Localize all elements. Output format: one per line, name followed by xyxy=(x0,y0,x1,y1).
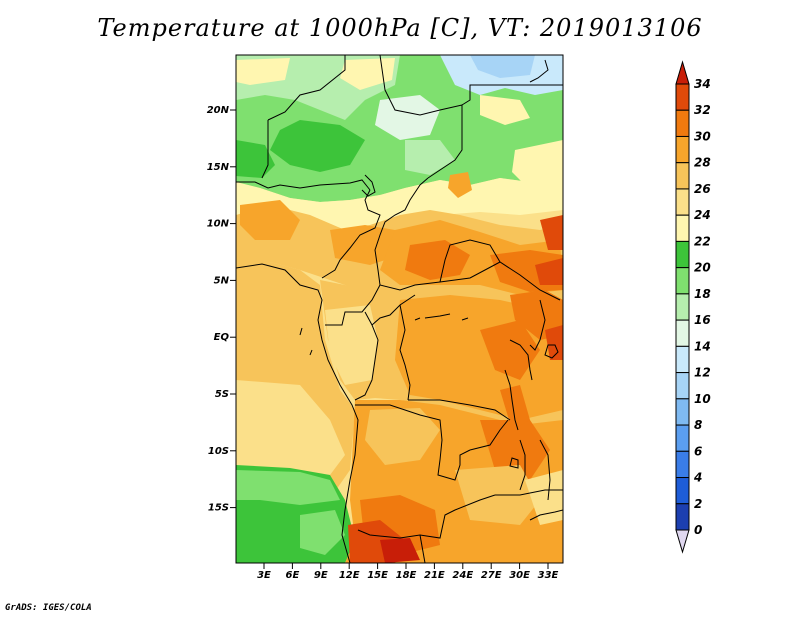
colorbar-label: 0 xyxy=(694,523,702,537)
longitude-axis: 3E 6E 9E 12E 15E 18E 21E 24E 27E 30E 33E xyxy=(257,563,559,581)
colorbar-bin xyxy=(675,477,690,505)
colorbar-bin xyxy=(675,109,690,137)
colorbar-bin xyxy=(675,450,690,479)
colorbar-bin xyxy=(675,188,690,216)
colorbar-label: 30 xyxy=(694,129,711,143)
lon-tick-label: 21E xyxy=(424,570,445,581)
map-frame xyxy=(235,54,564,564)
colorbar-label: 28 xyxy=(694,156,711,170)
colorbar-bin xyxy=(675,372,690,400)
lat-tick-label: EQ xyxy=(214,332,230,343)
lon-tick-label: 9E xyxy=(314,570,328,581)
lon-tick-label: 33E xyxy=(538,570,559,581)
latitude-axis: 20N 15N 10N 5N EQ 5S 10S 15S xyxy=(207,105,236,514)
colorbar-label: 16 xyxy=(694,313,711,327)
colorbar-label: 14 xyxy=(694,339,711,353)
lon-tick-label: 3E xyxy=(257,570,271,581)
lat-tick-label: 15S xyxy=(208,503,229,514)
borders xyxy=(236,55,563,563)
lon-tick-label: 18E xyxy=(396,570,417,581)
colorbar-under-arrow xyxy=(675,529,690,554)
lon-tick-label: 30E xyxy=(509,570,530,581)
colorbar-bin xyxy=(675,83,690,111)
colorbar-bin xyxy=(675,267,690,295)
lat-tick-label: 5S xyxy=(215,389,229,400)
colorbar-bin xyxy=(675,503,690,531)
lat-tick-label: 10S xyxy=(208,446,229,457)
colorbar-label: 22 xyxy=(694,234,711,248)
lat-tick-label: 15N xyxy=(207,162,230,173)
temperature-field xyxy=(236,55,563,563)
colorbar-bin xyxy=(675,424,690,452)
map-title: Temperature at 1000hPa [C], VT: 20190131… xyxy=(97,14,703,42)
colorbar-label: 34 xyxy=(694,77,711,91)
lon-tick-label: 6E xyxy=(286,570,300,581)
colorbar-bin xyxy=(675,214,690,242)
colorbar-bin xyxy=(675,398,690,426)
colorbar-label: 2 xyxy=(694,497,702,511)
lat-tick-label: 5N xyxy=(214,275,230,286)
lon-tick-label: 27E xyxy=(481,570,502,581)
lon-tick-label: 24E xyxy=(452,570,473,581)
colorbar-label: 10 xyxy=(694,392,711,406)
colorbar-label: 32 xyxy=(694,103,711,117)
colorbar-bin xyxy=(675,319,690,347)
colorbar-bin xyxy=(675,293,690,321)
colorbar-label: 18 xyxy=(694,287,711,301)
lon-tick-label: 12E xyxy=(339,570,360,581)
colorbar-label: 12 xyxy=(694,366,711,380)
lat-tick-label: 20N xyxy=(207,105,230,116)
colorbar-label: 20 xyxy=(694,261,711,275)
colorbar-label: 6 xyxy=(694,444,702,458)
colorbar-bin xyxy=(675,345,690,374)
colorbar-bin xyxy=(675,240,690,269)
colorbar-label: 4 xyxy=(693,471,702,485)
lat-tick-label: 10N xyxy=(207,219,230,230)
colorbar-label: 8 xyxy=(694,418,702,432)
grads-credit: GrADS: IGES/COLA xyxy=(5,603,92,613)
colorbar-label: 24 xyxy=(694,208,711,222)
colorbar-bin xyxy=(675,135,690,164)
colorbar-label: 26 xyxy=(694,182,711,196)
lon-tick-label: 15E xyxy=(367,570,388,581)
colorbar-over-arrow xyxy=(675,60,690,85)
colorbar-bin xyxy=(675,162,690,190)
